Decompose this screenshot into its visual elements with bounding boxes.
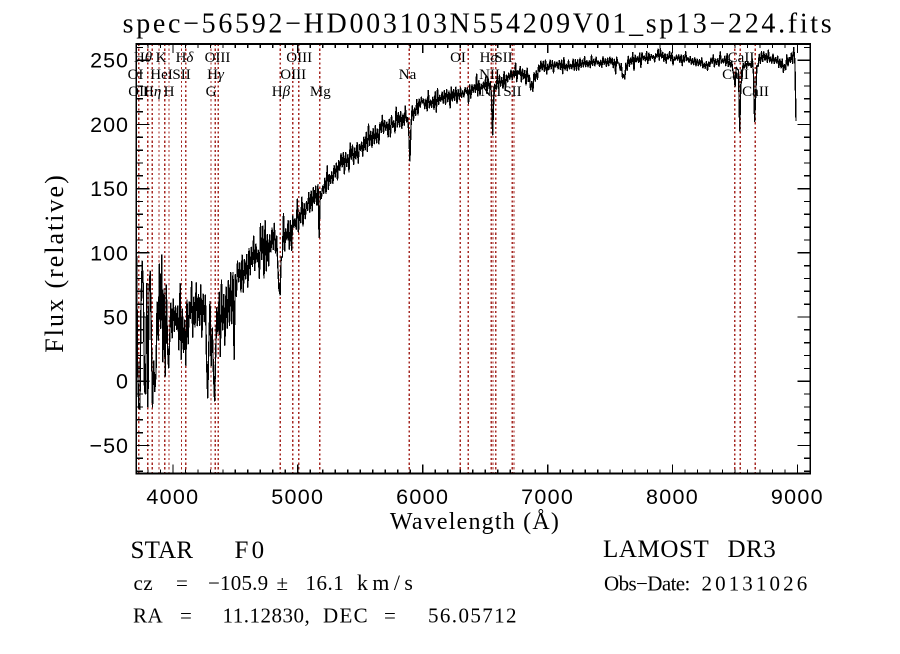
- svg-text:cz: cz: [134, 571, 154, 595]
- svg-text:±: ±: [277, 571, 289, 595]
- svg-text:100: 100: [90, 241, 129, 265]
- svg-text:Hα: Hα: [480, 50, 500, 66]
- svg-text:SII: SII: [494, 50, 512, 66]
- svg-text:Hη: Hη: [143, 84, 161, 100]
- svg-text:50: 50: [103, 306, 129, 330]
- svg-text:spec−56592−HD003103N554209V01_: spec−56592−HD003103N554209V01_sp13−224.f…: [123, 9, 835, 40]
- svg-text:OIII: OIII: [205, 50, 231, 66]
- svg-text:SII: SII: [503, 84, 521, 100]
- svg-text:G: G: [206, 84, 217, 100]
- svg-text:250: 250: [90, 49, 129, 73]
- svg-text:Wavelength (Å): Wavelength (Å): [390, 509, 560, 535]
- svg-text:Hβ: Hβ: [272, 84, 291, 100]
- svg-text:4000: 4000: [146, 485, 199, 509]
- svg-text:OIII: OIII: [280, 67, 306, 83]
- svg-text:56.05712: 56.05712: [428, 604, 518, 628]
- svg-text:DR3: DR3: [728, 536, 777, 563]
- svg-text:LAMOST: LAMOST: [603, 536, 709, 563]
- svg-text:OI: OI: [450, 50, 466, 66]
- svg-text:NII: NII: [479, 67, 500, 83]
- svg-text:CaII: CaII: [722, 67, 749, 83]
- svg-text:Hθ: Hθ: [134, 50, 153, 66]
- svg-text:−105.9: −105.9: [208, 571, 268, 595]
- svg-text:Na: Na: [399, 67, 417, 83]
- svg-text:16.1: 16.1: [306, 571, 345, 595]
- svg-text:DEC: DEC: [323, 604, 369, 628]
- svg-text:Obs−Date:: Obs−Date:: [604, 572, 690, 596]
- svg-text:11.12830,: 11.12830,: [223, 604, 311, 628]
- svg-text:F0: F0: [235, 537, 268, 564]
- svg-text:Hγ: Hγ: [207, 67, 225, 83]
- svg-text:9000: 9000: [771, 485, 824, 509]
- svg-text:150: 150: [90, 177, 129, 201]
- svg-text:5000: 5000: [271, 485, 324, 509]
- svg-text:Mg: Mg: [310, 84, 331, 100]
- svg-text:CaII: CaII: [728, 50, 755, 66]
- svg-text:SII: SII: [172, 67, 190, 83]
- svg-text:K: K: [156, 50, 167, 66]
- svg-text:=: =: [384, 604, 396, 628]
- svg-text:OI: OI: [128, 67, 144, 83]
- svg-text:OII: OII: [128, 84, 149, 100]
- svg-text:NII: NII: [481, 84, 502, 100]
- svg-text:=: =: [176, 571, 188, 595]
- svg-text:Flux (relative): Flux (relative): [40, 173, 69, 352]
- svg-text:0: 0: [116, 370, 129, 394]
- svg-text:OIII: OIII: [286, 50, 312, 66]
- svg-text:−50: −50: [90, 434, 129, 458]
- svg-text:RA: RA: [133, 604, 164, 628]
- svg-text:20131026: 20131026: [702, 572, 811, 596]
- svg-text:Hδ: Hδ: [176, 50, 195, 66]
- svg-text:200: 200: [90, 113, 129, 137]
- svg-text:8000: 8000: [646, 485, 699, 509]
- svg-text:7000: 7000: [521, 485, 574, 509]
- svg-text:HeI: HeI: [150, 67, 173, 83]
- svg-text:H: H: [164, 84, 175, 100]
- svg-text:CaII: CaII: [742, 84, 769, 100]
- svg-text:km/s: km/s: [357, 571, 417, 595]
- svg-text:6000: 6000: [396, 485, 449, 509]
- svg-text:STAR: STAR: [131, 537, 194, 564]
- svg-text:=: =: [180, 604, 192, 628]
